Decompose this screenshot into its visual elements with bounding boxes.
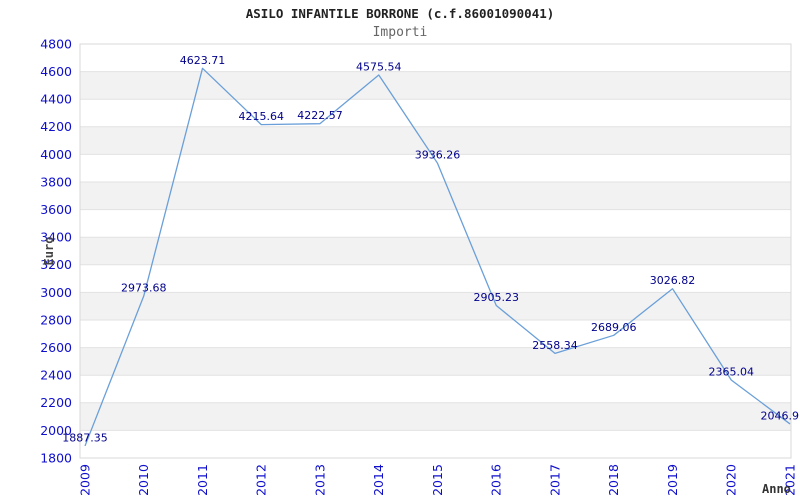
x-tick-label: 2016 — [489, 464, 504, 496]
x-tick-label: 2012 — [254, 464, 269, 496]
y-tick-label: 2600 — [40, 340, 72, 355]
x-axis-title: Anno — [762, 482, 791, 496]
point-value-label: 2365.04 — [709, 366, 755, 379]
plot-border — [79, 43, 792, 459]
point-value-label: 4215.64 — [239, 110, 285, 123]
y-tick-label: 4400 — [40, 92, 72, 107]
grid-band — [80, 347, 791, 376]
y-tick-label: 4200 — [40, 119, 72, 134]
point-value-label: 4222.57 — [297, 109, 343, 122]
y-tick-label: 2000 — [40, 423, 72, 438]
y-axis-title: Euro — [42, 236, 56, 266]
point-value-label: 2558.34 — [532, 339, 578, 352]
point-value-label: 2905.23 — [474, 291, 520, 304]
x-tick-label: 2015 — [430, 464, 445, 496]
y-tick-label: 4000 — [40, 147, 72, 162]
series-line — [84, 67, 791, 447]
point-value-label: 2046.9 — [761, 409, 800, 422]
y-tick-label: 3800 — [40, 174, 72, 189]
y-tick-label: 4600 — [40, 64, 72, 79]
x-tick-label: 2011 — [195, 464, 210, 496]
x-tick-label: 2010 — [136, 464, 151, 496]
grid-band — [80, 182, 791, 210]
point-value-label: 3936.26 — [415, 149, 461, 162]
grid-band — [80, 402, 791, 431]
x-tick-label: 2021 — [782, 464, 797, 496]
y-tick-label: 3600 — [40, 202, 72, 217]
point-value-label: 3026.82 — [650, 274, 696, 287]
grid-band — [80, 126, 791, 155]
x-tick-label: 2013 — [312, 464, 327, 496]
x-tick-label: 2019 — [665, 464, 680, 496]
x-tick-label: 2017 — [547, 464, 562, 496]
y-tick-label: 3400 — [40, 230, 72, 245]
point-value-label: 4623.71 — [180, 54, 226, 67]
y-tick-label: 2200 — [40, 395, 72, 410]
y-tick-label: 2400 — [40, 368, 72, 383]
point-value-label: 2689.06 — [591, 321, 637, 334]
x-tick-label: 2020 — [724, 464, 739, 496]
grid-band — [80, 237, 791, 265]
point-value-label: 4575.54 — [356, 60, 402, 73]
point-value-label: 1887.35 — [62, 431, 108, 444]
grid-band — [80, 71, 791, 100]
y-tick-label: 3000 — [40, 285, 72, 300]
y-tick-label: 2800 — [40, 312, 72, 327]
point-value-label: 2973.68 — [121, 282, 167, 295]
y-tick-label: 1800 — [40, 450, 72, 465]
chart-title: ASILO INFANTILE BORRONE (c.f.86001090041… — [245, 6, 555, 21]
y-tick-label: 4800 — [40, 36, 72, 51]
y-tick-label: 3200 — [40, 257, 72, 272]
x-tick-label: 2014 — [371, 464, 386, 496]
chart-subtitle: Importi — [372, 25, 428, 40]
x-tick-label: 2018 — [606, 464, 621, 496]
grid-band — [80, 292, 791, 320]
x-tick-label: 2009 — [77, 464, 92, 496]
